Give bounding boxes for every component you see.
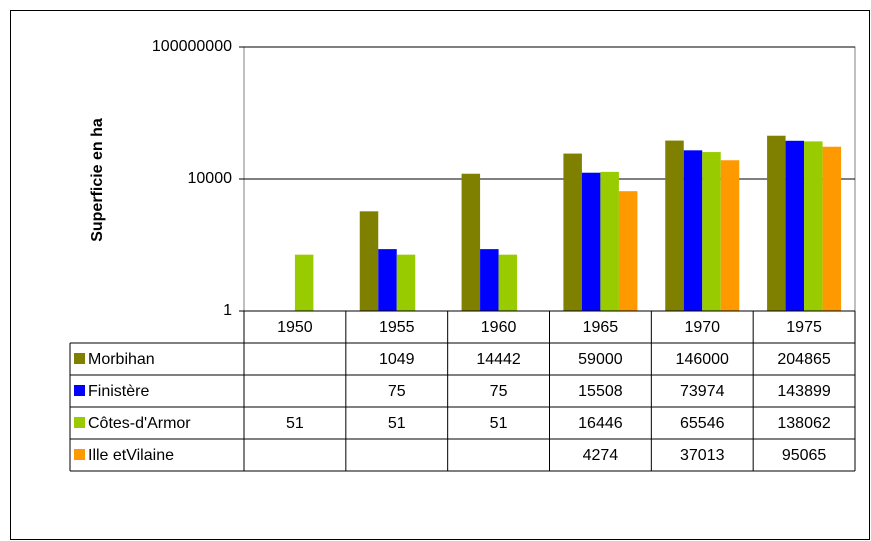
table-value: 51 [388,415,406,432]
table-value: 51 [286,415,304,432]
table-value: 4274 [583,447,619,464]
table-value: 14442 [476,351,521,368]
table-value: 51 [490,415,508,432]
table-value: 1049 [379,351,415,368]
x-tick-label: 1960 [481,319,517,336]
table-value: 73974 [680,383,725,400]
legend-swatch [74,449,85,460]
x-tick-label: 1950 [277,319,313,336]
bar [785,140,805,311]
bar [461,173,481,311]
x-tick-label: 1975 [786,319,822,336]
bar [294,254,314,311]
table-value: 146000 [676,351,729,368]
legend-swatch [74,353,85,364]
bar [600,171,619,311]
table-value: 65546 [680,415,725,432]
legend-swatch [74,417,85,428]
legend-label: Morbihan [88,351,155,368]
bar [498,254,518,311]
bar [396,254,416,311]
bar [563,153,582,311]
bar [767,135,786,311]
y-tick-label: 10000 [188,170,233,187]
legend-label: Finistère [88,383,149,400]
table-value: 204865 [777,351,830,368]
table-value: 95065 [782,447,827,464]
table-value: 16446 [578,415,623,432]
bar [581,172,601,311]
bar [359,211,379,311]
table-value: 59000 [578,351,623,368]
x-tick-label: 1970 [684,319,720,336]
bar [804,141,823,311]
y-axis-label: Superficie en ha [89,118,106,242]
table-value: 138062 [777,415,830,432]
table-value: 37013 [680,447,725,464]
bar [822,146,842,311]
y-tick-label: 100000000 [152,38,232,55]
table-value: 75 [490,383,508,400]
bar [480,249,499,311]
table-value: 143899 [777,383,830,400]
y-tick-label: 1 [223,302,232,319]
table-value: 15508 [578,383,623,400]
bar [683,150,703,311]
bar [720,160,740,311]
legend-label: Ille etVilaine [88,447,174,464]
bar [618,191,638,311]
x-tick-label: 1965 [583,319,619,336]
legend-label: Côtes-d'Armor [88,415,191,432]
legend-swatch [74,385,85,396]
table-value: 75 [388,383,406,400]
bar [378,249,397,311]
bar [665,140,684,311]
x-tick-label: 1955 [379,319,415,336]
bar [702,152,721,311]
